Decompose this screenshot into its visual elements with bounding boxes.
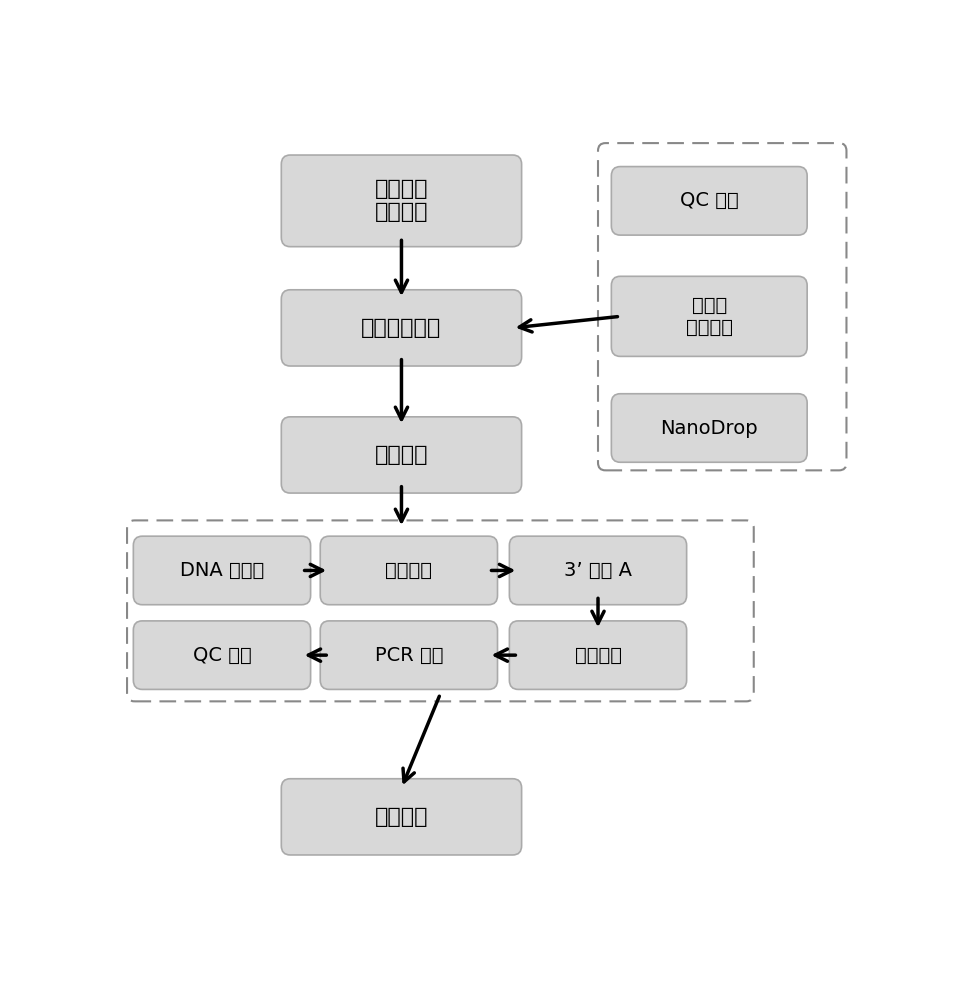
FancyBboxPatch shape bbox=[321, 536, 498, 605]
FancyBboxPatch shape bbox=[281, 779, 522, 855]
FancyBboxPatch shape bbox=[281, 155, 522, 247]
Text: QC 质控: QC 质控 bbox=[192, 646, 252, 665]
Text: DNA 片段化: DNA 片段化 bbox=[180, 561, 264, 580]
Text: 样品质量检测: 样品质量检测 bbox=[362, 318, 441, 338]
FancyBboxPatch shape bbox=[509, 621, 686, 689]
Text: 上机测序: 上机测序 bbox=[375, 807, 428, 827]
Text: NanoDrop: NanoDrop bbox=[660, 418, 758, 438]
Text: PCR 扩增: PCR 扩增 bbox=[374, 646, 443, 665]
FancyBboxPatch shape bbox=[133, 536, 311, 605]
FancyBboxPatch shape bbox=[281, 290, 522, 366]
FancyBboxPatch shape bbox=[612, 167, 807, 235]
FancyBboxPatch shape bbox=[321, 621, 498, 689]
Text: 末端补平: 末端补平 bbox=[386, 561, 433, 580]
FancyBboxPatch shape bbox=[612, 394, 807, 462]
Text: 文库制备: 文库制备 bbox=[375, 445, 428, 465]
Text: QC 质控: QC 质控 bbox=[679, 191, 739, 210]
FancyBboxPatch shape bbox=[281, 417, 522, 493]
Text: 3’ 端加 A: 3’ 端加 A bbox=[564, 561, 632, 580]
FancyBboxPatch shape bbox=[133, 621, 311, 689]
Text: 样品收集
信息收集: 样品收集 信息收集 bbox=[375, 179, 428, 222]
Text: 琼脂糖
凝胶电泳: 琼脂糖 凝胶电泳 bbox=[686, 296, 733, 337]
Text: 连接接头: 连接接头 bbox=[574, 646, 621, 665]
FancyBboxPatch shape bbox=[612, 276, 807, 356]
FancyBboxPatch shape bbox=[509, 536, 686, 605]
